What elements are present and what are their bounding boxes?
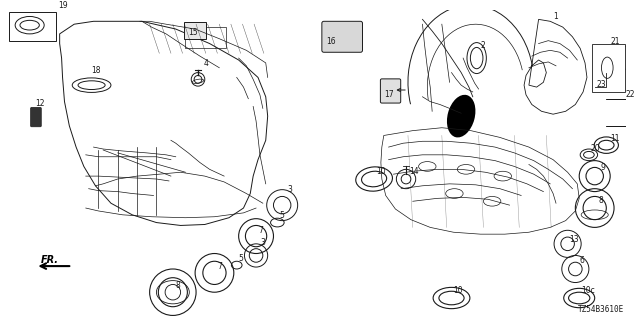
FancyBboxPatch shape (31, 108, 41, 127)
Text: 10: 10 (453, 286, 463, 295)
Ellipse shape (447, 95, 476, 138)
Text: 11: 11 (610, 134, 620, 143)
FancyBboxPatch shape (380, 79, 401, 103)
Text: 7: 7 (258, 226, 263, 235)
Polygon shape (606, 45, 640, 71)
Bar (184, 22, 205, 39)
Text: 5: 5 (279, 211, 284, 220)
Bar (592, 44, 625, 92)
Text: 3: 3 (287, 185, 292, 194)
Text: 20: 20 (591, 144, 600, 153)
Text: 9: 9 (600, 163, 605, 172)
Text: 3: 3 (261, 238, 266, 247)
Text: 10: 10 (376, 167, 386, 176)
Text: TZ54B3610E: TZ54B3610E (577, 306, 624, 315)
Text: 17: 17 (384, 90, 394, 99)
Text: 16: 16 (326, 37, 335, 46)
Text: 7: 7 (218, 262, 222, 271)
Text: 22: 22 (626, 90, 635, 99)
Text: 21: 21 (610, 37, 620, 46)
FancyBboxPatch shape (322, 21, 362, 52)
Text: FR.: FR. (41, 255, 60, 265)
Bar (186, 27, 226, 48)
Text: 6: 6 (579, 256, 584, 265)
Text: 14: 14 (409, 167, 419, 176)
Text: 4: 4 (204, 59, 209, 68)
Text: 15: 15 (188, 28, 198, 37)
Text: 19: 19 (58, 1, 67, 10)
Text: 18: 18 (92, 67, 101, 76)
Text: 5: 5 (239, 254, 244, 263)
Text: 8: 8 (176, 281, 180, 290)
Text: 13: 13 (570, 235, 579, 244)
Text: 1: 1 (553, 12, 558, 21)
Text: 23: 23 (596, 80, 606, 89)
Text: 12: 12 (35, 100, 45, 108)
Text: 8: 8 (598, 196, 604, 205)
Bar (10, 12, 56, 41)
Text: 10c: 10c (581, 286, 595, 295)
Text: 2: 2 (481, 41, 485, 50)
